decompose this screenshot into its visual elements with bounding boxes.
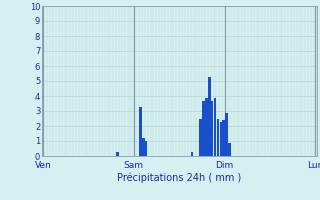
Bar [225,112,228,156]
Bar [220,121,222,156]
Bar [211,100,213,156]
Bar [199,118,202,156]
Bar [214,98,216,156]
Bar [222,120,225,156]
Bar [191,152,193,156]
Bar [205,98,208,156]
Bar [228,142,231,156]
X-axis label: Précipitations 24h ( mm ): Précipitations 24h ( mm ) [117,173,241,183]
Bar [142,138,145,156]
Bar [139,106,142,156]
Bar [116,152,119,156]
Bar [145,141,148,156]
Bar [202,100,205,156]
Bar [217,118,219,156]
Bar [208,76,211,156]
